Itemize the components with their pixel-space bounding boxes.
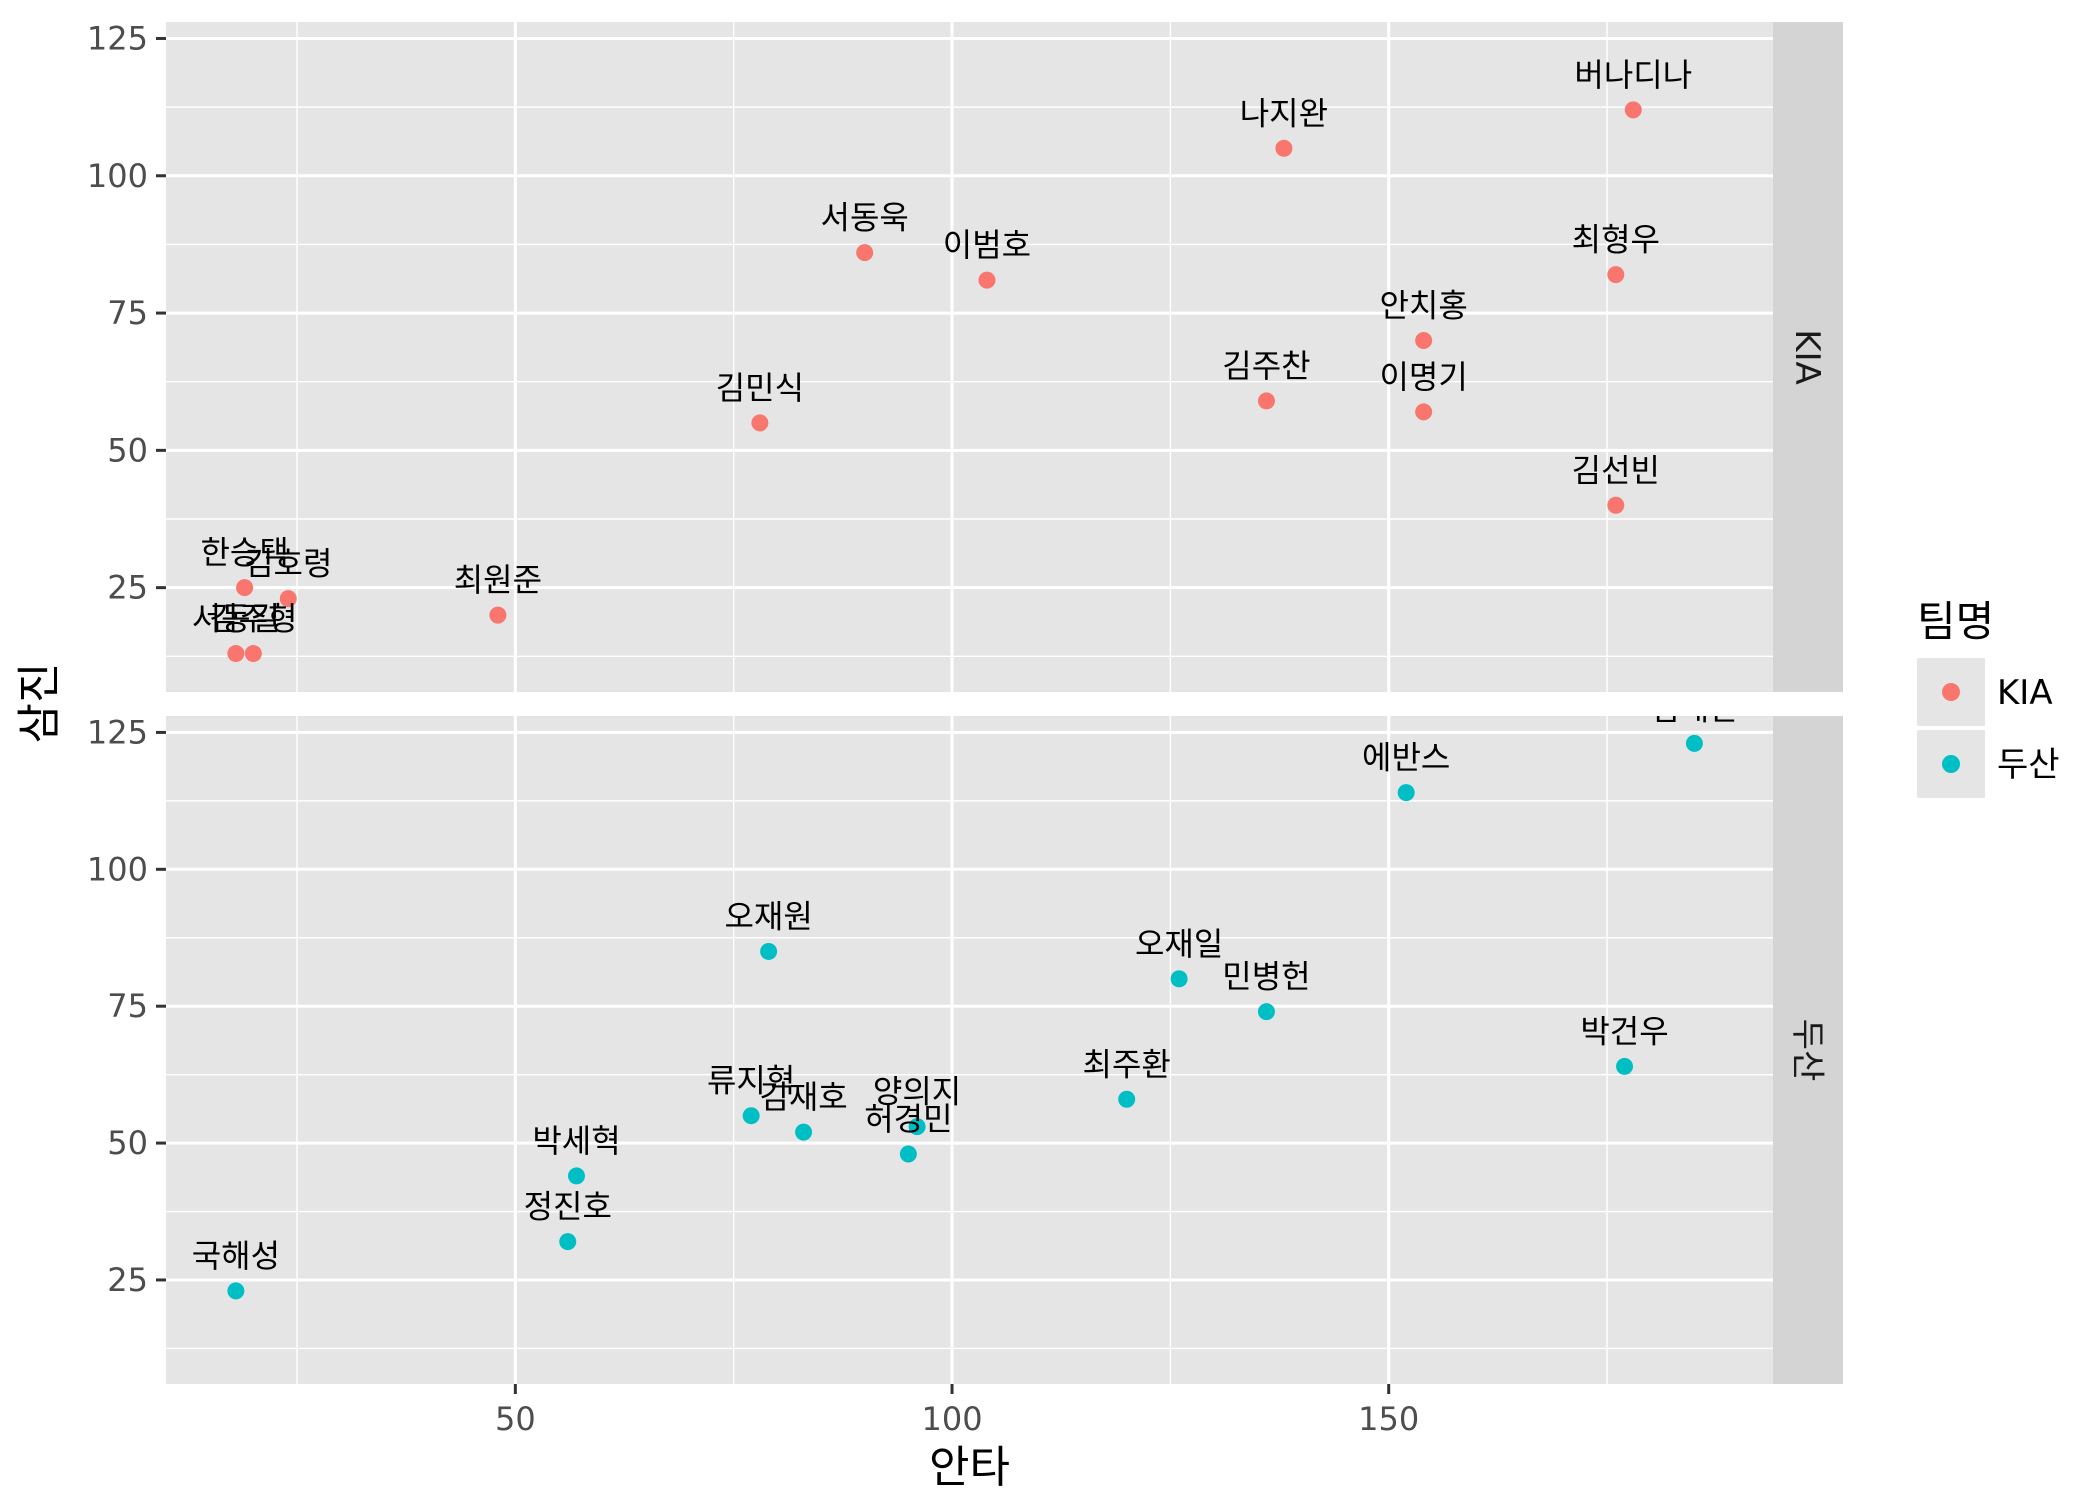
x-tick-label: 150 bbox=[1358, 1400, 1419, 1438]
data-point bbox=[1415, 332, 1433, 350]
x-axis: 50 100 150 bbox=[495, 1384, 1419, 1438]
data-point bbox=[1624, 101, 1642, 119]
y-tick-label: 100 bbox=[87, 850, 148, 888]
facet-strip-label: 두산 bbox=[1787, 1019, 1827, 1082]
y-axis-title: 삼진 bbox=[14, 663, 65, 744]
data-point bbox=[1275, 139, 1293, 157]
y-tick-label: 125 bbox=[87, 19, 148, 57]
y-tick-label: 25 bbox=[107, 1261, 148, 1299]
point-label: 김선빈 bbox=[1572, 451, 1660, 489]
facet-strip-label: KIA bbox=[1787, 329, 1827, 385]
data-point bbox=[227, 1282, 245, 1300]
y-tick-label: 75 bbox=[107, 294, 148, 332]
y-tick-label: 100 bbox=[87, 157, 148, 195]
point-label: 최형우 bbox=[1572, 221, 1660, 259]
x-tick-label: 50 bbox=[495, 1400, 536, 1438]
point-label: 국해성 bbox=[192, 1237, 280, 1275]
data-point bbox=[279, 590, 297, 608]
data-point bbox=[244, 645, 262, 663]
point-label: 오재원 bbox=[724, 897, 812, 935]
data-point bbox=[227, 645, 245, 663]
point-label: 민병헌 bbox=[1222, 958, 1310, 996]
data-point bbox=[1685, 734, 1703, 752]
panel-background bbox=[166, 22, 1773, 692]
legend: 팀명 KIA 두산 bbox=[1917, 597, 2060, 798]
data-point bbox=[760, 942, 778, 960]
y-tick-label: 50 bbox=[107, 1124, 148, 1162]
y-tick-label: 75 bbox=[107, 987, 148, 1025]
point-label: 김재호 bbox=[759, 1078, 847, 1116]
data-point bbox=[559, 1233, 577, 1251]
data-point bbox=[1415, 403, 1433, 421]
y-tick-label: 50 bbox=[107, 431, 148, 469]
point-label: 허경민 bbox=[864, 1100, 952, 1138]
data-point bbox=[978, 271, 996, 289]
data-point bbox=[1257, 392, 1275, 410]
point-label: 김주찬 bbox=[1222, 347, 1310, 385]
panel-background bbox=[166, 716, 1773, 1384]
point-label: 에반스 bbox=[1362, 739, 1450, 777]
facet-strip bbox=[1773, 716, 1843, 1384]
point-label: 김민식 bbox=[716, 369, 804, 407]
data-point bbox=[567, 1167, 585, 1185]
point-label: 최원준 bbox=[454, 561, 542, 599]
x-axis-title: 안타 bbox=[929, 1442, 1010, 1493]
point-label: 버나디나 bbox=[1574, 56, 1692, 94]
data-point bbox=[489, 606, 507, 624]
data-point bbox=[795, 1123, 813, 1141]
data-point bbox=[1616, 1057, 1634, 1075]
data-point bbox=[1170, 970, 1188, 988]
point-label: 나지완 bbox=[1240, 94, 1328, 132]
data-point bbox=[1257, 1003, 1275, 1021]
legend-label: 두산 bbox=[1997, 745, 2060, 785]
data-point bbox=[236, 579, 254, 597]
data-point bbox=[899, 1145, 917, 1163]
data-point bbox=[751, 414, 769, 432]
point-label: 박건우 bbox=[1580, 1012, 1668, 1050]
legend-title: 팀명 bbox=[1917, 597, 1994, 646]
data-point bbox=[1118, 1090, 1136, 1108]
data-point bbox=[1397, 784, 1415, 802]
point-label: 한승택 bbox=[200, 534, 288, 572]
point-label: 서동욱 bbox=[821, 199, 909, 237]
point-label: 양의지 bbox=[873, 1073, 961, 1111]
point-label: 김주형 bbox=[209, 600, 297, 638]
point-label: 박세혁 bbox=[532, 1122, 620, 1160]
legend-key-point bbox=[1942, 755, 1960, 773]
point-label: 최주환 bbox=[1083, 1045, 1171, 1083]
point-label: 류지혁 bbox=[707, 1062, 795, 1100]
point-label: 김재환 bbox=[1650, 689, 1738, 727]
legend-key-point bbox=[1942, 683, 1960, 701]
data-point bbox=[908, 1118, 926, 1136]
facet-strip bbox=[1773, 22, 1843, 692]
x-tick-label: 100 bbox=[921, 1400, 982, 1438]
point-label: 안치홍 bbox=[1379, 287, 1467, 325]
point-label: 이범호 bbox=[943, 226, 1031, 264]
point-label: 오재일 bbox=[1135, 925, 1223, 963]
y-tick-label: 25 bbox=[107, 569, 148, 607]
data-point bbox=[1607, 496, 1625, 514]
y-tick-label: 125 bbox=[87, 713, 148, 751]
point-label: 서동길 bbox=[192, 600, 280, 638]
legend-label: KIA bbox=[1997, 673, 2053, 713]
data-point bbox=[1607, 266, 1625, 284]
point-label: 이명기 bbox=[1379, 358, 1467, 396]
point-label: 정진호 bbox=[524, 1188, 612, 1226]
data-point bbox=[856, 244, 874, 262]
data-point bbox=[742, 1107, 760, 1125]
point-label: 김호령 bbox=[244, 545, 332, 583]
